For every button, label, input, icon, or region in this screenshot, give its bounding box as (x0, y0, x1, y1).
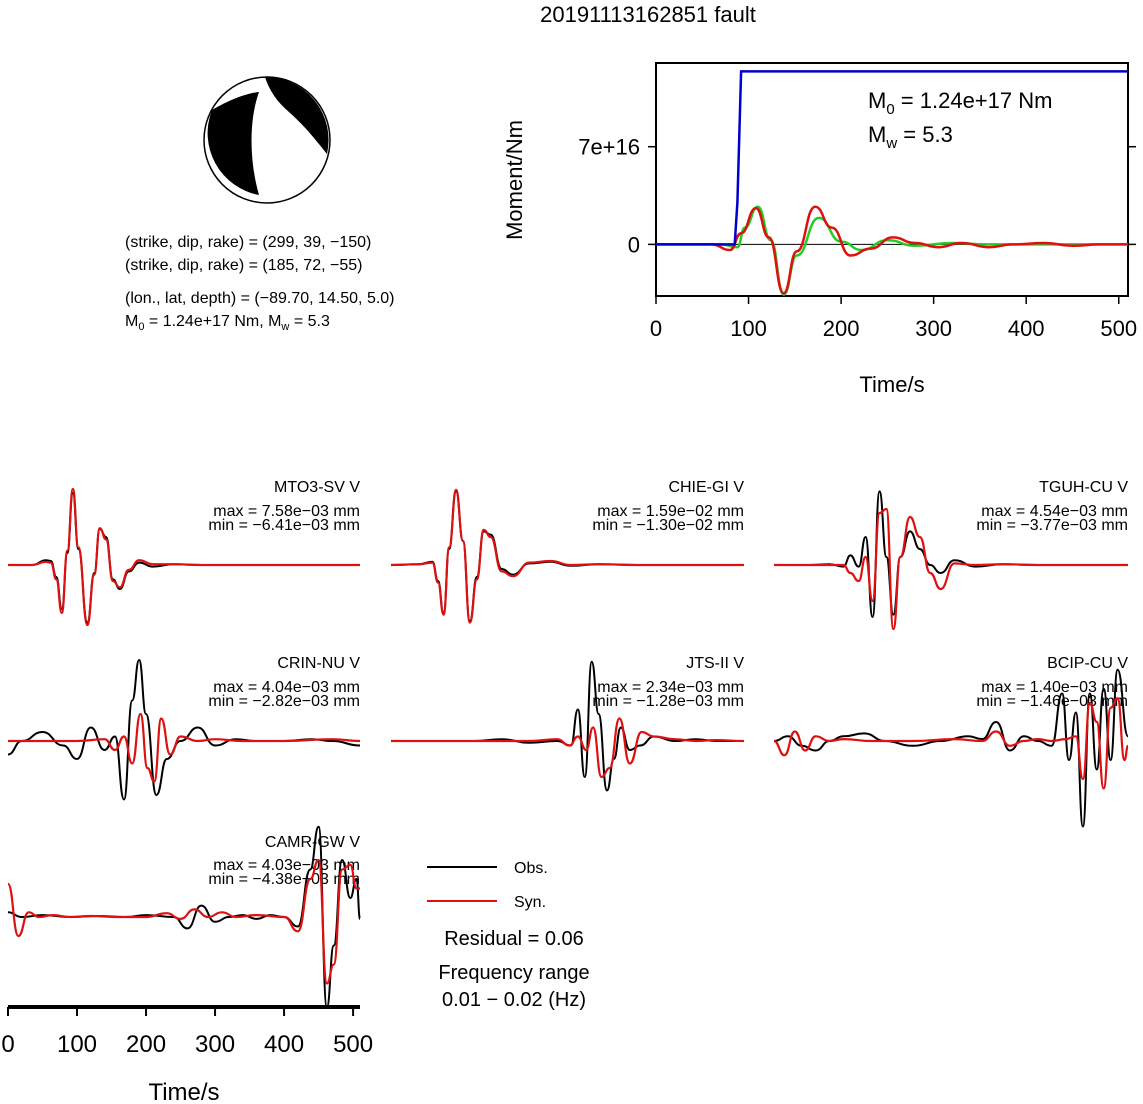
waveform-x-tick-label: 400 (264, 1031, 304, 1058)
synthetic-waveform (390, 488, 744, 624)
nodal-plane-2: (strike, dip, rake) = (185, 72, −55) (125, 257, 362, 274)
nodal-plane-1: (strike, dip, rake) = (299, 39, −150) (125, 234, 371, 251)
waveform-x-tick-label: 300 (195, 1031, 235, 1058)
moment-m0-annotation: M0 = 1.24e+17 Nm (868, 88, 1052, 118)
legend: Obs. Syn. Residual = 0.06 Frequency rang… (427, 860, 590, 1011)
waveform-x-tick-label: 0 (1, 1031, 14, 1058)
station-max: max = 1.59e−02 mm (597, 503, 744, 520)
station-max: max = 1.40e−03 mm (981, 679, 1128, 696)
synthetic-waveform (8, 712, 361, 783)
synthetic-waveform (773, 697, 1130, 790)
station-name: TGUH-CU V (1039, 479, 1128, 496)
moment-y-tick-label: 7e+16 (578, 135, 640, 160)
waveform-time-axis: Time/s 0 100 200 300 400 500 (1, 1005, 373, 1104)
station-min: min = −1.30e−02 mm (592, 517, 744, 534)
moment-panel: Moment/Nm Time/s M0 = 1.24e+17 Nm Mw = 5… (502, 62, 1137, 397)
beachball-compressional-quadrant-west (207, 92, 259, 195)
station-max: max = 4.03e−03 mm (213, 857, 360, 874)
frequency-range-value: 0.01 − 0.02 (Hz) (442, 989, 586, 1011)
station-name: CRIN-NU V (277, 655, 360, 672)
beachball (203, 76, 331, 204)
waveform-x-tick-label: 200 (126, 1031, 166, 1058)
legend-obs-label: Obs. (514, 860, 548, 877)
station-name: CHIE-GI V (668, 479, 744, 496)
moment-x-label: Time/s (859, 372, 924, 397)
moment-rate-line-a (656, 205, 1128, 295)
waveform-x-label: Time/s (148, 1079, 219, 1104)
station-min: min = −3.77e−03 mm (976, 517, 1128, 534)
moment-magnitude-summary: M0 = 1.24e+17 Nm, Mw = 5.3 (125, 313, 330, 333)
moment-x-tick-label: 200 (823, 316, 860, 341)
synthetic-waveform (391, 717, 745, 779)
moment-series (656, 70, 1128, 296)
moment-plot-frame (655, 62, 1129, 297)
moment-axes: 0 100 200 300 400 500 0 7e+16 (578, 135, 1137, 341)
station-min: min = −1.28e−03 mm (592, 693, 744, 710)
station-name: CAMR-GW V (265, 834, 360, 851)
synthetic-waveform (7, 487, 360, 627)
moment-x-tick-label: 0 (650, 316, 662, 341)
station-min: min = −4.38e−03 mm (208, 871, 360, 888)
station-min: min = −2.82e−03 mm (208, 693, 360, 710)
moment-y-tick-label: 0 (628, 232, 640, 257)
moment-x-tick-label: 100 (730, 316, 767, 341)
station-name: BCIP-CU V (1047, 655, 1128, 672)
station-max: max = 4.54e−03 mm (981, 503, 1128, 520)
moment-x-tick-label: 300 (915, 316, 952, 341)
station-max: max = 2.34e−03 mm (597, 679, 744, 696)
station-max: max = 4.04e−03 mm (213, 679, 360, 696)
legend-syn-label: Syn. (514, 894, 546, 911)
observed-waveform (773, 490, 1128, 619)
cumulative-moment-line (656, 70, 1128, 246)
moment-x-tick-label: 500 (1100, 316, 1137, 341)
figure-title: 20191113162851 fault (540, 2, 756, 27)
focal-info: (strike, dip, rake) = (299, 39, −150) (s… (125, 234, 395, 333)
synthetic-waveform (773, 507, 1128, 631)
station-min: min = −6.41e−03 mm (208, 517, 360, 534)
station-name: JTS-II V (686, 655, 744, 672)
observed-waveform (773, 668, 1129, 828)
waveform-x-tick-label: 500 (333, 1031, 373, 1058)
waveform-x-tick-label: 100 (57, 1031, 97, 1058)
station-min: min = −1.46e−03 mm (976, 693, 1128, 710)
hypocenter-location: (lon., lat, depth) = (−89.70, 14.50, 5.0… (125, 290, 395, 307)
beachball-compressional-quadrant-east (265, 76, 329, 154)
residual-text: Residual = 0.06 (444, 928, 584, 950)
moment-mw-annotation: Mw = 5.3 (868, 122, 953, 152)
station-max: max = 7.58e−03 mm (213, 503, 360, 520)
station-name: MTO3-SV V (274, 479, 360, 496)
moment-y-label: Moment/Nm (502, 120, 527, 240)
frequency-range-title: Frequency range (438, 962, 589, 984)
synthetic-waveform (6, 858, 360, 985)
moment-x-tick-label: 400 (1008, 316, 1045, 341)
